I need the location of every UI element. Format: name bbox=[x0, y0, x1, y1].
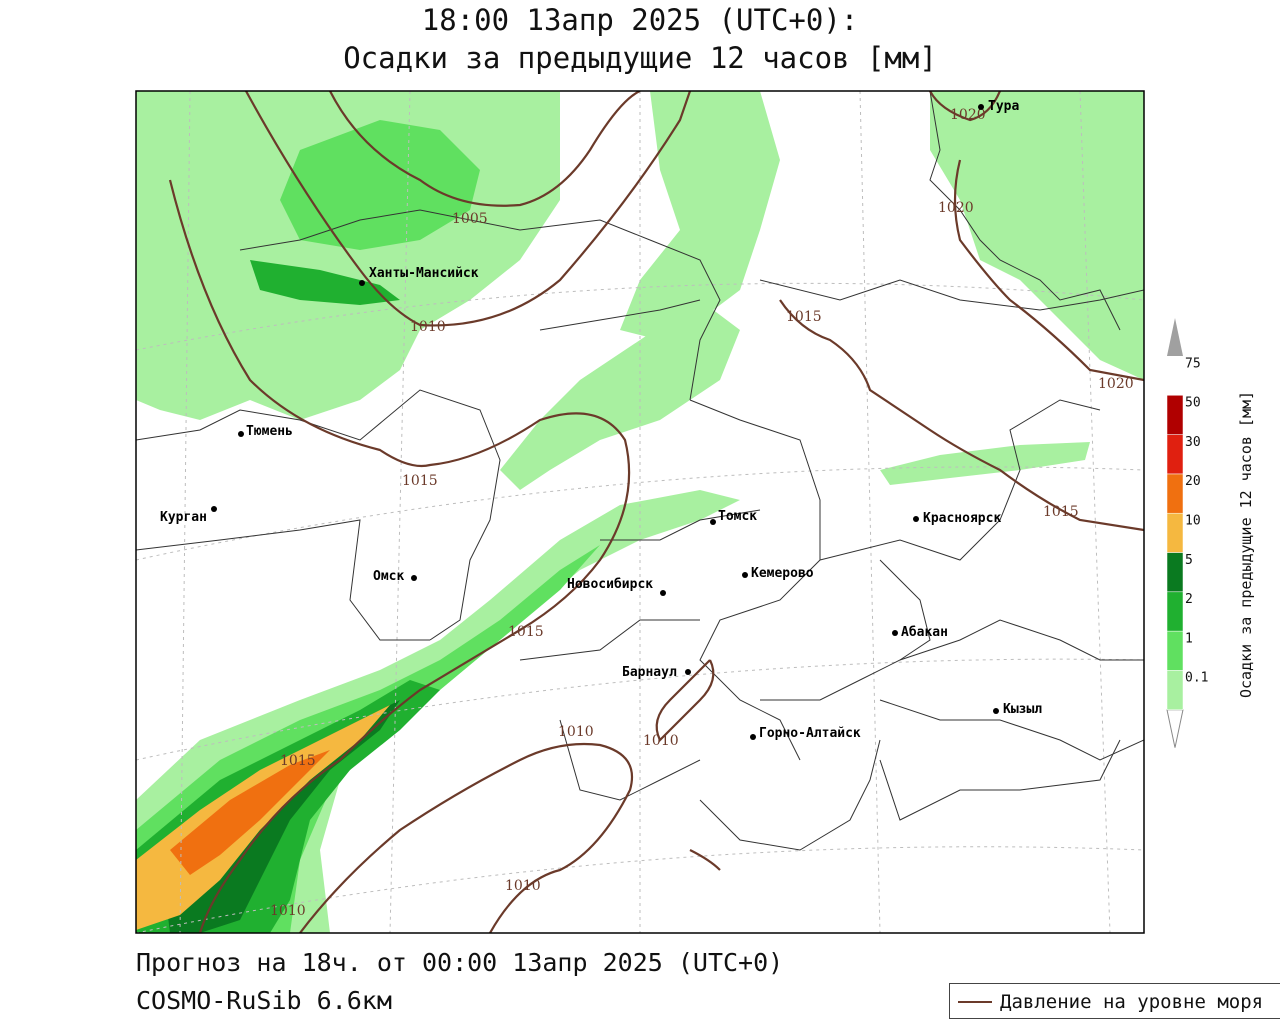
isobar-1015-west bbox=[168, 179, 631, 933]
isobar-label: 1020 bbox=[950, 107, 986, 123]
isobar-label: 1015 bbox=[280, 753, 316, 769]
precip-area-medium-north bbox=[280, 120, 480, 250]
city-label: Горно-Алтайск bbox=[759, 726, 861, 741]
city-label: Барнаул bbox=[622, 665, 677, 680]
city-label: Ханты-Мансийск bbox=[369, 266, 479, 281]
colorbar: 0.1 1 2 5 10 20 30 50 75 Осадки за предыдущие 12 … bbox=[1166, 318, 1255, 748]
city-label: Курган bbox=[160, 510, 207, 525]
colorbar-segment bbox=[1166, 630, 1184, 671]
colorbar-segment bbox=[1166, 670, 1184, 710]
colorbar-tick-label: 2 bbox=[1185, 592, 1193, 607]
isobar-label: 1015 bbox=[508, 624, 544, 640]
precip-area-dark-north bbox=[250, 260, 400, 305]
isobar-label: 1010 bbox=[505, 878, 541, 894]
pressure-legend: Давление на уровне моря bbox=[949, 983, 1280, 1019]
isobar-label: 1010 bbox=[270, 903, 306, 919]
isobar-label: 1015 bbox=[786, 309, 822, 325]
colorbar-max-arrow bbox=[1167, 318, 1183, 356]
pressure-line-swatch bbox=[958, 1001, 992, 1003]
precip-area-center-north bbox=[620, 91, 780, 340]
forecast-info: Прогноз на 18ч. от 00:00 13апр 2025 (UTC… bbox=[136, 948, 784, 977]
map-subtitle: Осадки за предыдущие 12 часов [мм] bbox=[343, 41, 937, 75]
city-label: Кемерово bbox=[751, 566, 814, 581]
map-title: 18:00 13апр 2025 (UTC+0): bbox=[421, 3, 859, 37]
isobars bbox=[168, 91, 1144, 933]
city-label: Томск bbox=[718, 509, 757, 524]
precip-area-orange bbox=[170, 750, 330, 875]
isobar-label: 1015 bbox=[402, 473, 438, 489]
map-area: 1020 1020 1005 1010 1015 1015 1020 1015 … bbox=[135, 90, 1145, 934]
city-label: Тюмень bbox=[246, 424, 293, 439]
isobar-labels: 1020 1020 1005 1010 1015 1015 1020 1015 … bbox=[270, 107, 1134, 919]
city-label: Новосибирск bbox=[567, 577, 653, 592]
city-label: Кызыл bbox=[1003, 702, 1042, 717]
map-frame bbox=[135, 90, 1145, 934]
isobar-label: 1010 bbox=[410, 319, 446, 335]
model-name: COSMO-RuSib 6.6км bbox=[136, 986, 392, 1015]
colorbar-segment bbox=[1166, 473, 1184, 514]
colorbar-segment bbox=[1166, 395, 1184, 435]
isobar-1020-ne bbox=[953, 159, 1144, 382]
isobar-label: 1005 bbox=[452, 211, 488, 227]
isobar-label: 1015 bbox=[1043, 504, 1079, 520]
colorbar-tick-label: 20 bbox=[1185, 474, 1201, 489]
city-label: Красноярск bbox=[923, 511, 1001, 526]
colorbar-tick-label: 50 bbox=[1185, 396, 1201, 411]
city-label: Тура bbox=[988, 99, 1019, 114]
colorbar-segment bbox=[1166, 591, 1184, 632]
colorbar-tick-label: 0.1 bbox=[1185, 671, 1208, 686]
isobar-1010-south bbox=[299, 742, 634, 933]
precip-field bbox=[136, 91, 1144, 933]
precip-area-yellow bbox=[136, 705, 390, 930]
colorbar-tick-label: 1 bbox=[1185, 631, 1193, 646]
isobar-1010-barnaul bbox=[655, 659, 715, 742]
city-label: Омск bbox=[373, 569, 404, 584]
colorbar-tick-label: 30 bbox=[1185, 435, 1201, 450]
region-borders bbox=[136, 91, 1144, 851]
precip-area-center-band bbox=[500, 300, 740, 490]
isobar-label: 1020 bbox=[938, 200, 974, 216]
isobar-label: 1010 bbox=[643, 733, 679, 749]
precip-area-northeast bbox=[930, 91, 1144, 380]
pressure-legend-label: Давление на уровне моря bbox=[1000, 991, 1264, 1013]
colorbar-tick-label: 75 bbox=[1185, 356, 1201, 371]
colorbar-tick-label: 5 bbox=[1185, 553, 1193, 568]
graticule bbox=[136, 91, 1144, 933]
colorbar-segment bbox=[1166, 552, 1184, 593]
isobar-1010-north bbox=[245, 91, 692, 327]
colorbar-title: Осадки за предыдущие 12 часов [мм] bbox=[1237, 391, 1255, 698]
colorbar-segment bbox=[1166, 512, 1184, 553]
isobar-1010-southeast bbox=[689, 849, 721, 871]
cities: Тура Ханты-Мансийск Тюмень Курган Омск Н… bbox=[160, 99, 1042, 741]
colorbar-min-arrow bbox=[1166, 709, 1184, 748]
colorbar-segment bbox=[1166, 434, 1184, 475]
city-label: Абакан bbox=[901, 625, 948, 640]
isobar-1015-east bbox=[779, 299, 1144, 532]
isobar-label: 1020 bbox=[1098, 376, 1134, 392]
isobar-1020-top bbox=[929, 91, 1002, 122]
colorbar-tick-label: 10 bbox=[1185, 514, 1201, 529]
isobar-label: 1010 bbox=[558, 724, 594, 740]
isobar-1005 bbox=[329, 91, 641, 207]
